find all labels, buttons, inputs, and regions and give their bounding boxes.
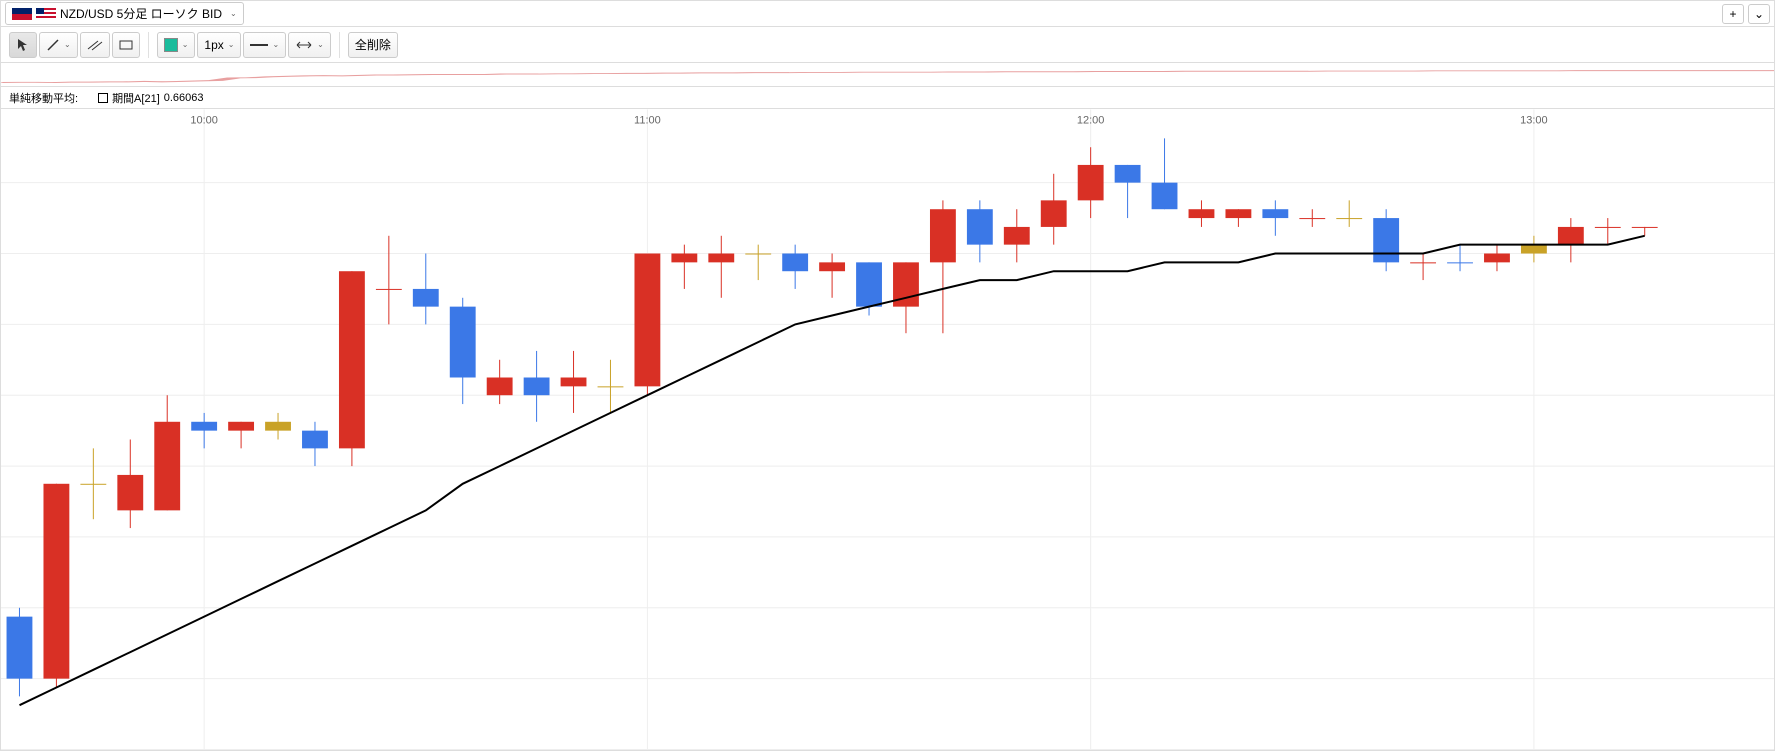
double-arrow-icon — [295, 41, 313, 49]
chevron-down-icon: ⌄ — [230, 9, 237, 18]
overview-sparkline — [1, 63, 1774, 86]
sma-value: 0.66063 — [164, 92, 204, 104]
rect-tool[interactable] — [112, 32, 140, 58]
svg-text:10:00: 10:00 — [190, 115, 218, 127]
extend-arrows-picker[interactable]: ⌄ — [288, 32, 331, 58]
drawing-toolbar: ⌄ ⌄ 1px ⌄ ⌄ ⌄ — [1, 27, 1774, 63]
symbol-selector[interactable]: NZD/USD 5分足 ローソク BID ⌄ — [5, 2, 244, 25]
sma-label: 単純移動平均: — [9, 90, 78, 106]
channel-tool[interactable] — [80, 32, 110, 58]
linewidth-picker[interactable]: 1px ⌄ — [197, 32, 241, 58]
chevron-down-icon: ⌄ — [272, 40, 279, 49]
header-dropdown-button[interactable]: ⌄ — [1748, 4, 1770, 24]
symbol-text: NZD/USD 5分足 ローソク BID — [60, 5, 222, 22]
line-icon — [46, 38, 60, 52]
svg-text:13:00: 13:00 — [1520, 115, 1548, 127]
candlestick-chart: 10:00 11:00 12:00 13:00 — [1, 109, 1774, 750]
indicator-bar: 単純移動平均: 期間A[21] 0.66063 — [1, 87, 1774, 109]
add-button[interactable]: + — [1722, 4, 1744, 24]
delete-all-label: 全削除 — [355, 36, 391, 53]
flag-us-icon — [36, 8, 56, 20]
color-picker[interactable]: ⌄ — [157, 32, 196, 58]
chevron-down-icon: ⌄ — [64, 40, 71, 49]
cursor-tool[interactable] — [9, 32, 37, 58]
legend-box-icon — [98, 93, 108, 103]
chevron-down-icon: ⌄ — [228, 40, 235, 49]
svg-text:12:00: 12:00 — [1077, 115, 1105, 127]
chart-window: NZD/USD 5分足 ローソク BID ⌄ + ⌄ ⌄ — [0, 0, 1775, 751]
tool-group-shapes: ⌄ — [9, 32, 149, 58]
chevron-down-icon: ⌄ — [317, 40, 324, 49]
chevron-down-icon: ⌄ — [182, 40, 189, 49]
tool-group-style: ⌄ 1px ⌄ ⌄ ⌄ — [157, 32, 340, 58]
line-tool[interactable]: ⌄ — [39, 32, 78, 58]
linestyle-picker[interactable]: ⌄ — [243, 32, 286, 58]
header-right: + ⌄ — [1722, 4, 1770, 24]
flag-nz-icon — [12, 8, 32, 20]
header-bar: NZD/USD 5分足 ローソク BID ⌄ + ⌄ — [1, 1, 1774, 27]
solid-line-icon — [250, 42, 268, 48]
rect-icon — [119, 40, 133, 50]
linewidth-label: 1px — [204, 38, 223, 52]
channel-icon — [87, 39, 103, 51]
sma-period-label: 期間A[21] — [112, 90, 160, 106]
color-swatch-icon — [164, 38, 178, 52]
arrow-cursor-icon — [17, 38, 29, 52]
svg-text:11:00: 11:00 — [634, 115, 661, 127]
delete-all-button[interactable]: 全削除 — [348, 32, 398, 58]
chart-area[interactable]: 10:00 11:00 12:00 13:00 — [1, 109, 1774, 750]
sma-legend: 期間A[21] 0.66063 — [98, 90, 203, 106]
overview-panel[interactable] — [1, 63, 1774, 87]
